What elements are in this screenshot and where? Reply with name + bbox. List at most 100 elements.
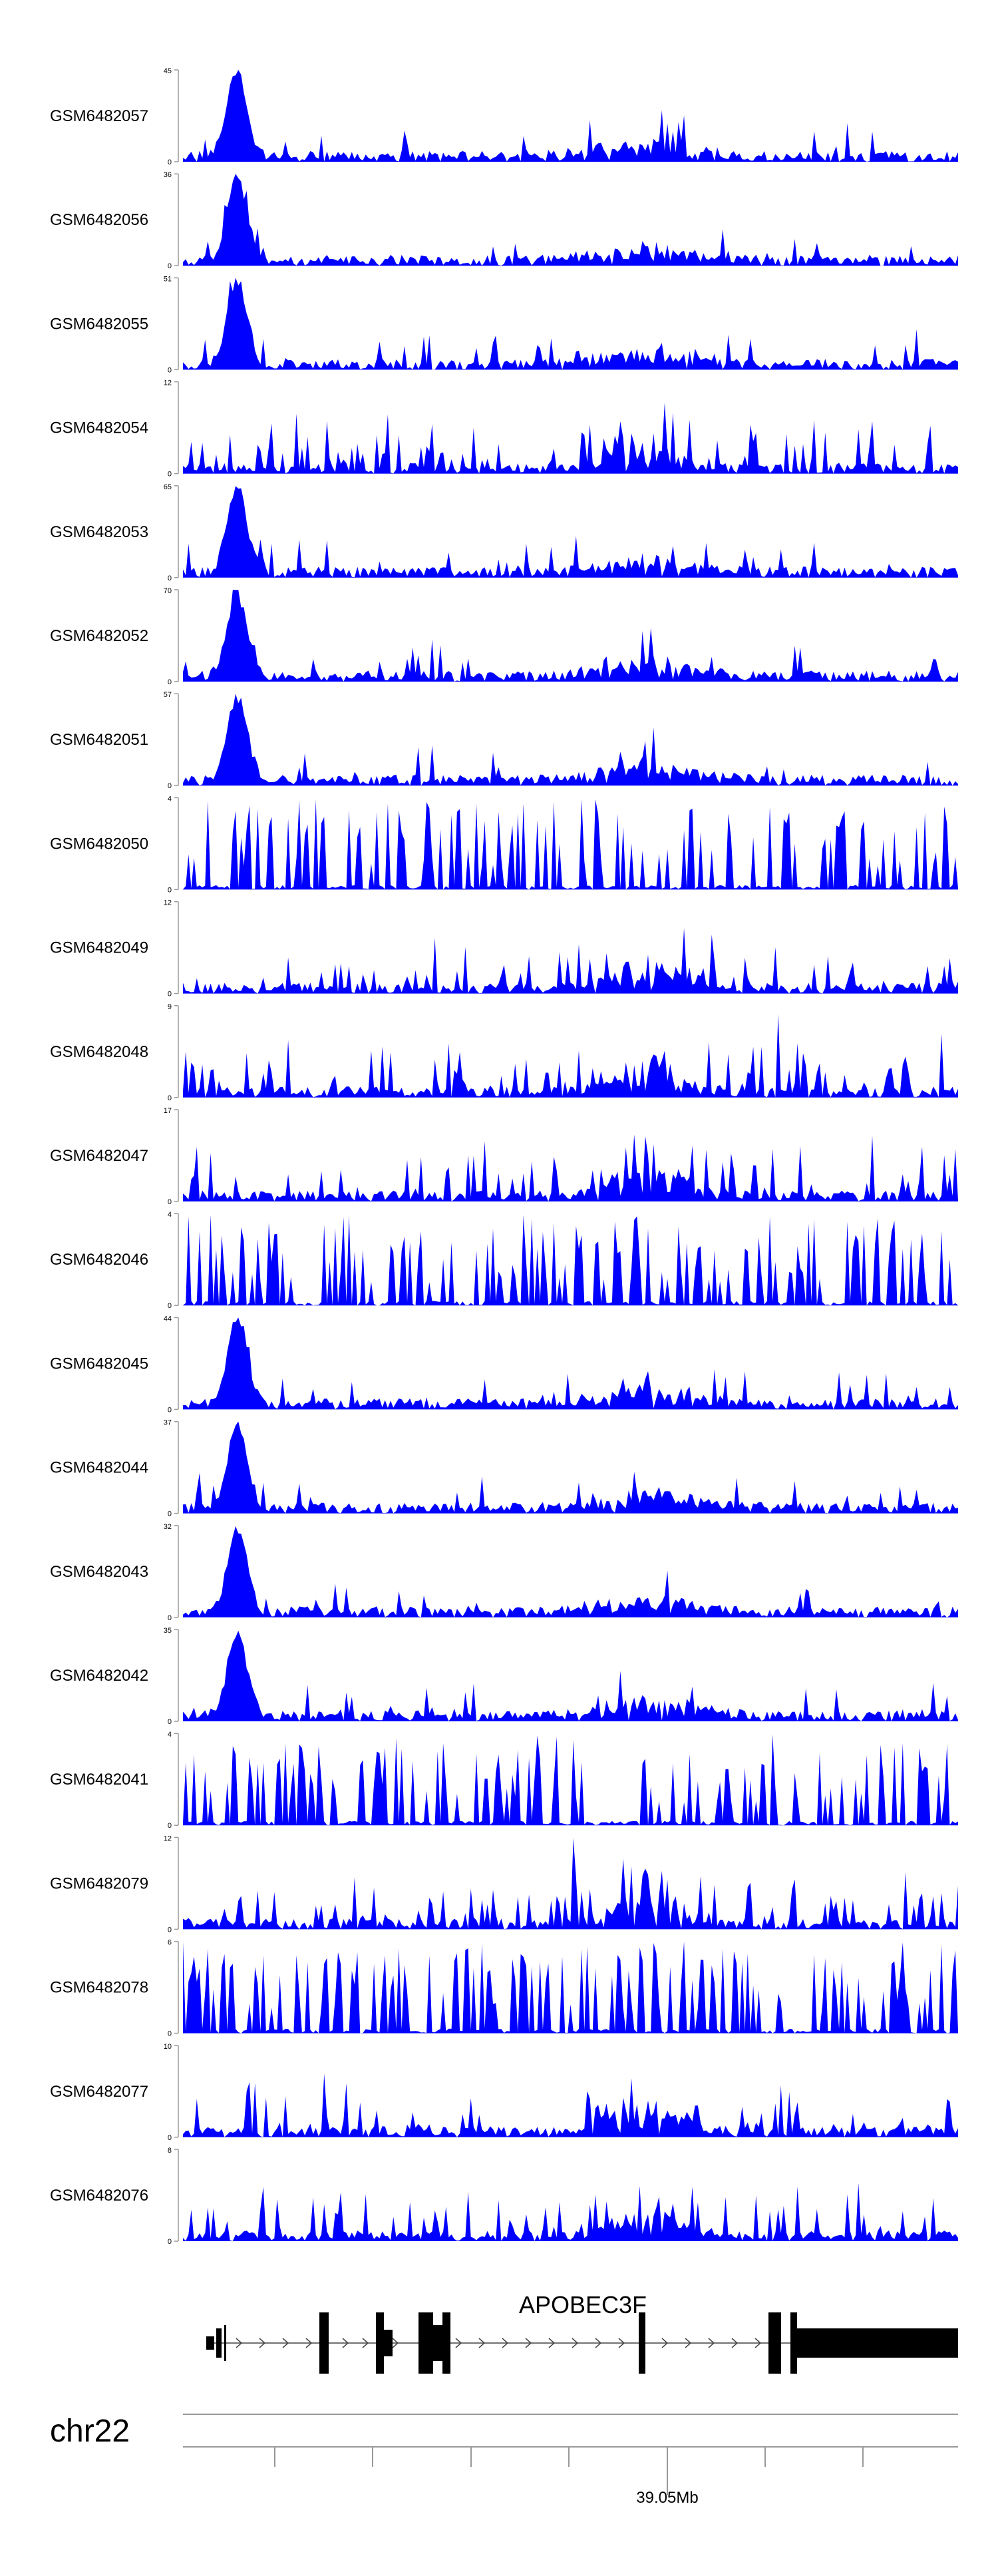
y-axis-min-label: 0 <box>168 471 172 479</box>
y-axis-max-label: 35 <box>164 1627 172 1635</box>
track-label: GSM6482048 <box>50 1043 148 1061</box>
y-axis-min-label: 0 <box>168 1822 172 1830</box>
track-label: GSM6482077 <box>50 2083 148 2101</box>
coverage-area <box>183 799 958 890</box>
coverage-area <box>183 1734 958 1826</box>
track-label: GSM6482049 <box>50 939 148 957</box>
strand-arrow <box>661 2338 669 2348</box>
exon-block <box>224 2325 226 2361</box>
strand-arrow <box>548 2338 556 2348</box>
strand-arrow <box>572 2338 579 2348</box>
strand-arrow <box>754 2338 762 2348</box>
y-axis-max-label: 9 <box>168 1003 172 1011</box>
gene-model-apobec3f[interactable] <box>206 2312 958 2374</box>
y-axis-min-label: 0 <box>168 678 172 686</box>
strand-arrow <box>259 2338 266 2348</box>
track-GSM6482057: GSM6482057 45 0 <box>50 67 958 166</box>
track-label: GSM6482047 <box>50 1147 148 1165</box>
exon-block <box>384 2330 393 2356</box>
track-GSM6482045: GSM6482045 44 0 <box>50 1315 958 1414</box>
track-GSM6482055: GSM6482055 51 0 <box>50 275 958 374</box>
gene-track: APOBEC3F <box>206 2291 958 2374</box>
track-label: GSM6482045 <box>50 1355 148 1373</box>
chromosome-label: chr22 <box>50 2414 130 2449</box>
y-axis-min-label: 0 <box>168 2134 172 2142</box>
exon-block <box>206 2336 214 2350</box>
coverage-area <box>183 1630 958 1721</box>
strand-arrow <box>618 2338 625 2348</box>
y-axis-min-label: 0 <box>168 1198 172 1206</box>
exon-block <box>442 2312 450 2374</box>
coverage-area <box>183 1941 958 2034</box>
track-label: GSM6482055 <box>50 315 148 333</box>
y-axis-min-label: 0 <box>168 158 172 166</box>
y-axis-max-label: 4 <box>168 1731 172 1739</box>
track-label: GSM6482057 <box>50 107 148 125</box>
track-GSM6482056: GSM6482056 36 0 <box>50 171 958 270</box>
y-axis-max-label: 44 <box>164 1315 172 1323</box>
coverage-area <box>183 694 958 786</box>
strand-arrow <box>478 2338 486 2348</box>
track-GSM6482044: GSM6482044 37 0 <box>50 1419 958 1518</box>
track-label: GSM6482052 <box>50 627 148 645</box>
track-GSM6482048: GSM6482048 9 0 <box>50 1003 958 1102</box>
coverage-area <box>183 486 958 578</box>
strand-arrow <box>525 2338 532 2348</box>
strand-arrow <box>502 2338 509 2348</box>
y-axis-min-label: 0 <box>168 1406 172 1414</box>
exon-block <box>639 2312 645 2374</box>
track-label: GSM6482076 <box>50 2187 148 2205</box>
y-axis-max-label: 57 <box>164 691 172 699</box>
coverage-area <box>183 1421 958 1514</box>
y-axis-min-label: 0 <box>168 782 172 790</box>
y-axis-max-label: 10 <box>164 2043 172 2051</box>
y-axis-max-label: 12 <box>164 899 172 907</box>
coverage-area <box>183 70 958 162</box>
chromosome-axis: chr22 39.05Mb <box>50 2414 958 2507</box>
track-label: GSM6482046 <box>50 1251 148 1269</box>
track-label: GSM6482050 <box>50 835 148 853</box>
exon-block <box>216 2328 222 2358</box>
y-axis-min-label: 0 <box>168 1302 172 1310</box>
exon-block <box>376 2312 384 2374</box>
strand-arrow <box>236 2338 243 2348</box>
track-GSM6482043: GSM6482043 32 0 <box>50 1523 958 1622</box>
track-label: GSM6482041 <box>50 1771 148 1789</box>
y-axis-max-label: 65 <box>164 483 172 491</box>
exon-block <box>768 2312 781 2374</box>
track-label: GSM6482043 <box>50 1563 148 1581</box>
strand-arrow <box>362 2338 369 2348</box>
track-label: GSM6482078 <box>50 1979 148 1997</box>
coverage-area <box>183 590 958 682</box>
track-GSM6482051: GSM6482051 57 0 <box>50 691 958 790</box>
track-GSM6482046: GSM6482046 4 0 <box>50 1211 958 1310</box>
exon-block <box>418 2312 433 2374</box>
y-axis-max-label: 4 <box>168 1211 172 1219</box>
track-label: GSM6482056 <box>50 211 148 229</box>
coverage-area <box>183 1838 958 1930</box>
track-label: GSM6482042 <box>50 1667 148 1685</box>
coverage-area <box>183 1134 958 1201</box>
track-label: GSM6482051 <box>50 731 148 749</box>
y-axis-min-label: 0 <box>168 886 172 894</box>
track-GSM6482053: GSM6482053 65 0 <box>50 483 958 582</box>
strand-arrow <box>708 2338 715 2348</box>
strand-arrow <box>282 2338 289 2348</box>
y-axis-min-label: 0 <box>168 1926 172 1934</box>
strand-arrow <box>392 2338 399 2348</box>
coverage-tracks: GSM6482057450GSM6482056360GSM6482055510G… <box>50 67 958 2246</box>
y-axis-max-label: 70 <box>164 587 172 595</box>
y-axis-max-label: 6 <box>168 1939 172 1947</box>
exon-block <box>319 2312 329 2374</box>
track-GSM6482050: GSM6482050 4 0 <box>50 795 958 894</box>
y-axis-min-label: 0 <box>168 262 172 270</box>
y-axis-min-label: 0 <box>168 990 172 998</box>
coverage-area <box>183 1526 958 1617</box>
track-GSM6482079: GSM6482079 12 0 <box>50 1834 958 1934</box>
track-label: GSM6482044 <box>50 1459 148 1477</box>
gene-name-label: APOBEC3F <box>519 2291 647 2318</box>
y-axis-max-label: 36 <box>164 171 172 179</box>
y-axis-min-label: 0 <box>168 366 172 374</box>
strand-arrow <box>455 2338 462 2348</box>
